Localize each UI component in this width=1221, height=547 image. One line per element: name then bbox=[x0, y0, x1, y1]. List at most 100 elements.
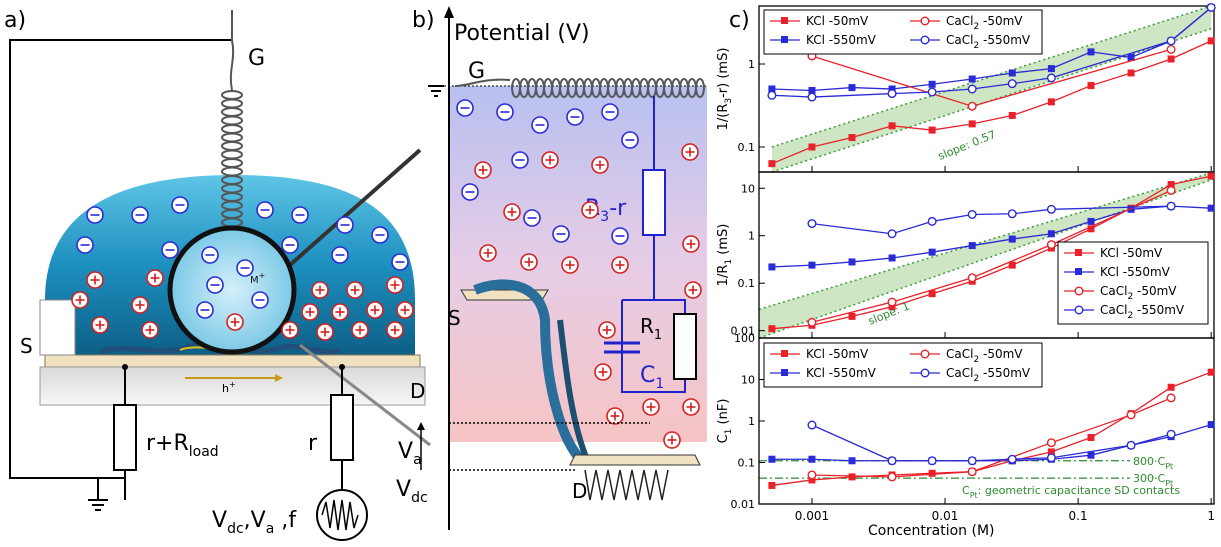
legend-label: CaCl2 -50mV bbox=[1100, 284, 1177, 302]
cation-icon bbox=[146, 269, 164, 287]
data-point bbox=[927, 216, 937, 226]
legend-label: KCl -550mV bbox=[1100, 265, 1171, 279]
data-point bbox=[768, 455, 776, 463]
data-point bbox=[1087, 434, 1095, 442]
coil-turn bbox=[221, 166, 243, 177]
data-point bbox=[807, 420, 817, 430]
cation-icon bbox=[682, 235, 700, 253]
coil-turn bbox=[221, 132, 243, 143]
source-label-b: S bbox=[448, 306, 461, 330]
data-point bbox=[968, 75, 976, 83]
data-point bbox=[1046, 240, 1056, 250]
slope-band bbox=[771, 6, 1212, 172]
anion-icon bbox=[86, 206, 104, 224]
cation-icon bbox=[598, 321, 616, 339]
data-point bbox=[1167, 180, 1175, 188]
gate-lead bbox=[229, 10, 235, 91]
r1-resistor bbox=[673, 313, 697, 380]
panel-a-label: a) bbox=[4, 8, 26, 33]
legend-marker bbox=[781, 369, 788, 376]
anion-icon bbox=[461, 183, 479, 201]
data-point bbox=[848, 258, 856, 266]
cation-icon bbox=[301, 303, 319, 321]
potential-axis-title: Potential (V) bbox=[454, 21, 590, 46]
y-tick-label: 0.01 bbox=[731, 498, 756, 511]
data-point bbox=[848, 312, 856, 320]
legend-marker bbox=[1075, 268, 1082, 275]
c1-label: C1 bbox=[640, 363, 664, 392]
data-point bbox=[1126, 410, 1136, 420]
gate-wire bbox=[9, 39, 232, 479]
series-line bbox=[771, 175, 1212, 330]
load-resistor-label: r+Rload bbox=[146, 431, 219, 460]
anion-icon bbox=[131, 206, 149, 224]
anion-icon bbox=[206, 276, 224, 294]
data-point bbox=[1166, 393, 1176, 403]
legend-marker bbox=[920, 16, 930, 26]
data-point bbox=[1008, 261, 1016, 269]
anion-icon bbox=[371, 226, 389, 244]
data-point bbox=[808, 261, 816, 269]
legend-marker bbox=[920, 349, 930, 359]
data-point bbox=[927, 456, 937, 466]
data-point bbox=[928, 80, 936, 88]
y-axis-title: 1/R1 (mS) bbox=[716, 224, 734, 287]
legend-marker bbox=[920, 35, 930, 45]
ac-source bbox=[316, 489, 368, 541]
slope-band bbox=[759, 172, 1214, 338]
coil-turn bbox=[221, 90, 243, 100]
plot-1: 0.1 1 1/(R3-r) (mS) slope: 0.57 KCl -50mV KCl… bbox=[716, 2, 1216, 173]
data-point bbox=[968, 120, 976, 128]
cation-icon bbox=[684, 281, 702, 299]
anion-icon bbox=[531, 116, 549, 134]
anion-icon bbox=[236, 259, 254, 277]
anion-icon bbox=[523, 209, 541, 227]
cation-icon bbox=[131, 296, 149, 314]
magnifier-lens bbox=[167, 225, 297, 355]
cation-icon bbox=[366, 301, 384, 319]
series-line bbox=[771, 205, 1212, 268]
x-tick-label: 0.1 bbox=[1069, 509, 1088, 523]
anion-icon bbox=[601, 103, 619, 121]
legend-box bbox=[763, 9, 1043, 55]
cation-icon bbox=[91, 316, 109, 334]
anion-icon bbox=[552, 225, 570, 243]
cation-icon bbox=[71, 291, 89, 309]
panel-b: b) Potential (V) G R3-r R1 C1 S D bbox=[396, 6, 707, 530]
data-point bbox=[1087, 451, 1095, 459]
cation-icon bbox=[141, 321, 159, 339]
data-point bbox=[1167, 383, 1175, 391]
x-axis-title: Concentration (M) bbox=[868, 523, 995, 539]
gate-label-b: G bbox=[468, 59, 485, 84]
data-point bbox=[1047, 65, 1055, 73]
data-point bbox=[1207, 368, 1215, 376]
ions-potential bbox=[456, 99, 702, 449]
anion-icon bbox=[201, 246, 219, 264]
cation-icon bbox=[281, 321, 299, 339]
cation-icon bbox=[351, 321, 369, 339]
cation-icon bbox=[594, 363, 612, 381]
data-point bbox=[1046, 73, 1056, 83]
r1-label: R1 bbox=[640, 314, 662, 343]
legend-label: CaCl2 -550mV bbox=[1100, 303, 1185, 321]
ac-wave-b bbox=[584, 469, 669, 501]
data-point bbox=[1008, 111, 1016, 119]
data-point bbox=[808, 86, 816, 94]
cation-icon bbox=[316, 323, 334, 341]
legend-marker bbox=[1074, 286, 1084, 296]
data-point bbox=[967, 84, 977, 94]
data-point bbox=[1207, 37, 1215, 45]
ion-label: M+ bbox=[250, 271, 265, 286]
substrate bbox=[39, 366, 426, 406]
data-point bbox=[928, 290, 936, 298]
data-point bbox=[1008, 69, 1016, 77]
cation-icon bbox=[520, 253, 538, 271]
data-point bbox=[768, 263, 776, 271]
y-axis-title: 1/(R3-r) (mS) bbox=[716, 48, 734, 131]
contact-resistor-label: r bbox=[308, 431, 318, 456]
fiber-bundle-2 bbox=[557, 319, 591, 464]
hole-label: h+ bbox=[222, 380, 236, 395]
gate-coil-b bbox=[511, 78, 705, 98]
gate-wire-b bbox=[454, 78, 511, 87]
